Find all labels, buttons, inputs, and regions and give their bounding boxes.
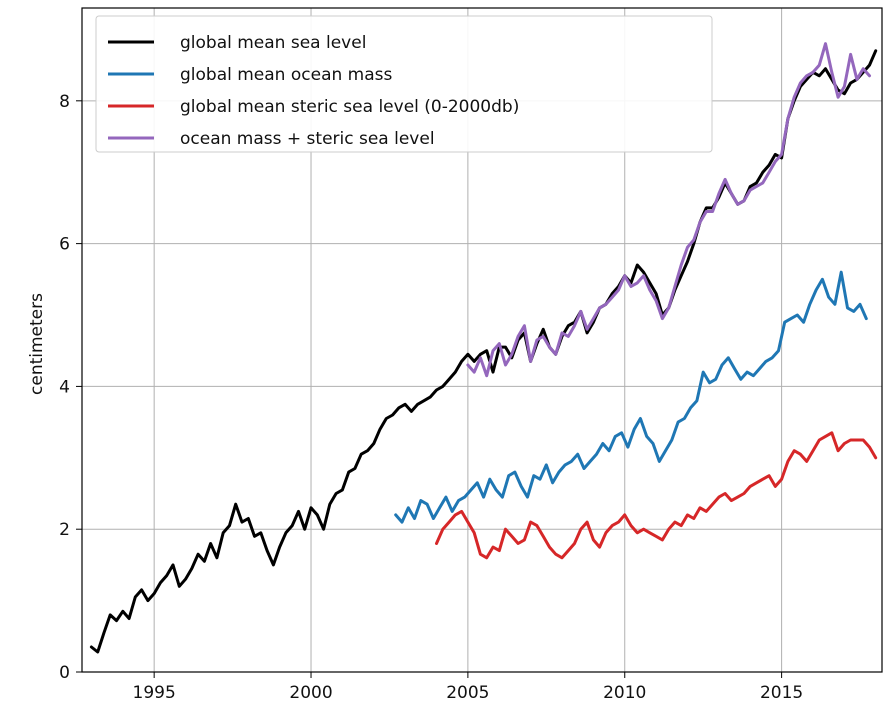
plot-frame <box>81 7 883 673</box>
legend-label-4: ocean mass + steric sea level <box>180 129 435 149</box>
legend-label-3: global mean steric sea level (0-2000db) <box>180 97 519 117</box>
legend-box <box>95 15 713 153</box>
y-tick-label: 8 <box>59 92 70 112</box>
axes <box>76 7 883 678</box>
series-line-2 <box>394 270 868 524</box>
y-tick-label: 2 <box>59 520 70 540</box>
y-tick-label: 6 <box>59 235 70 255</box>
series-layer <box>89 42 878 654</box>
x-tick-label: 2000 <box>289 683 332 703</box>
y-tick-label: 0 <box>59 663 70 683</box>
legend-label-2: global mean ocean mass <box>180 65 393 85</box>
series-line-3 <box>435 431 878 560</box>
y-axis-label: centimeters <box>27 293 47 395</box>
y-tick-label: 4 <box>59 377 70 397</box>
series-line-4 <box>466 42 871 378</box>
tick-labels: 1995 2000 2005 2010 2015 0 2 4 6 8 <box>59 92 803 703</box>
x-tick-label: 2010 <box>603 683 646 703</box>
x-tick-label: 1995 <box>133 683 176 703</box>
legend: global mean sea level global mean ocean m… <box>95 15 713 153</box>
x-tick-label: 2005 <box>446 683 489 703</box>
legend-label-1: global mean sea level <box>180 33 366 53</box>
x-tick-label: 2015 <box>760 683 803 703</box>
